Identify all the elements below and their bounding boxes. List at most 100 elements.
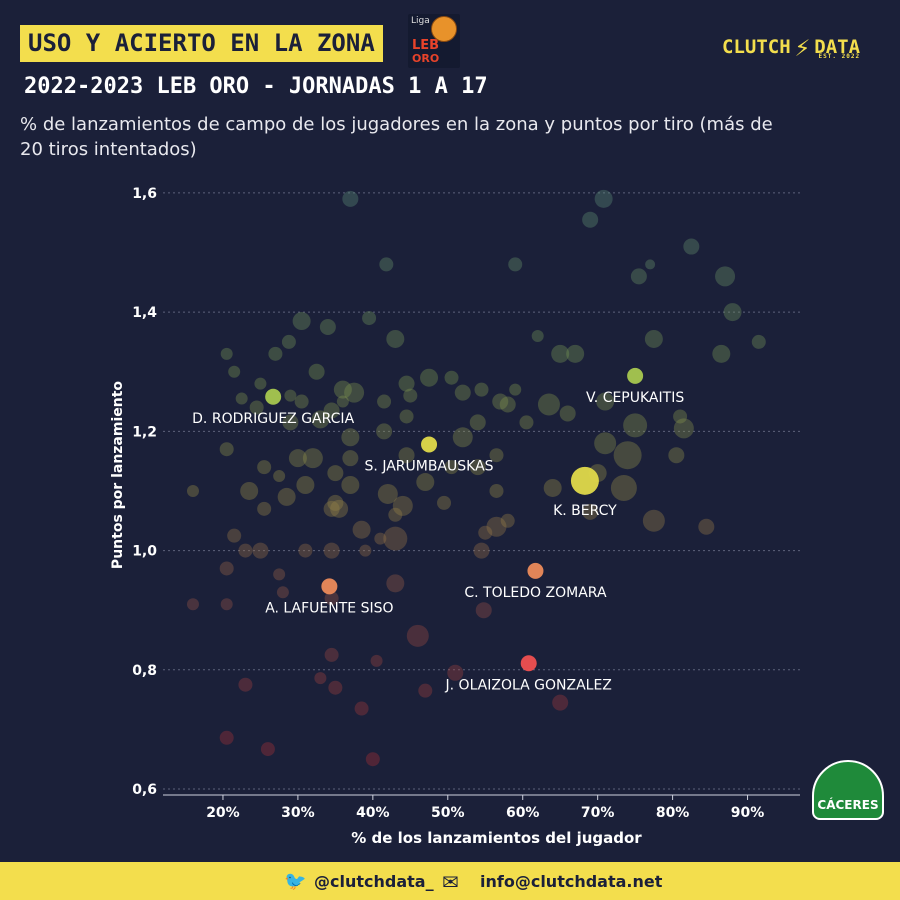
player-point — [341, 476, 360, 494]
player-point — [582, 211, 599, 228]
player-label: D. RODRIGUEZ GARCIA — [192, 411, 354, 427]
player-point — [276, 586, 289, 599]
chart-description: % de lanzamientos de campo de los jugado… — [20, 114, 773, 160]
player-point — [486, 516, 507, 537]
player-point — [454, 384, 471, 401]
player-point — [344, 382, 365, 403]
player-point — [566, 344, 585, 363]
player-point — [383, 526, 408, 551]
player-point — [715, 266, 736, 287]
player-point — [336, 395, 349, 408]
player-point — [238, 677, 253, 692]
email-link[interactable]: info@clutchdata.net — [480, 872, 663, 891]
player-point — [537, 393, 560, 416]
highlighted-player-point — [627, 367, 644, 384]
player-point — [386, 574, 405, 593]
x-tick-label: 60% — [506, 805, 540, 821]
player-point — [260, 742, 275, 757]
logo-leb-text: LEB — [412, 38, 440, 53]
player-point — [319, 319, 336, 336]
player-point — [509, 383, 522, 396]
x-tick-label: 80% — [656, 805, 690, 821]
player-point — [508, 257, 523, 272]
y-tick-label: 1,0 — [132, 544, 157, 560]
player-point — [298, 543, 313, 558]
player-point — [228, 365, 241, 378]
player-point — [323, 402, 340, 419]
player-point — [582, 503, 599, 520]
x-tick-label: 20% — [206, 805, 240, 821]
player-point — [376, 423, 393, 440]
player-point — [330, 499, 349, 518]
player-point — [257, 501, 272, 516]
player-point — [478, 525, 493, 540]
player-point — [273, 568, 286, 581]
twitter-handle[interactable]: @clutchdata_ — [314, 872, 434, 891]
player-point — [519, 415, 534, 430]
player-point — [379, 257, 394, 272]
player-point — [531, 329, 544, 342]
player-point — [673, 409, 688, 424]
player-point — [418, 683, 433, 698]
player-point — [281, 334, 296, 349]
player-point — [452, 427, 473, 448]
player-point — [308, 363, 325, 380]
player-point — [323, 500, 340, 517]
y-tick-label: 0,8 — [132, 663, 157, 679]
player-point — [219, 561, 234, 576]
player-point — [377, 483, 398, 504]
player-point — [489, 448, 504, 463]
player-point — [186, 484, 199, 497]
player-point — [362, 311, 377, 326]
highlighted-player-point — [321, 578, 338, 595]
player-point — [342, 190, 359, 207]
player-point — [219, 730, 234, 745]
player-point — [302, 448, 323, 469]
player-point — [473, 542, 490, 559]
twitter-icon: 🐦 — [284, 871, 307, 892]
chart-title: USO Y ACIERTO EN LA ZONA — [20, 25, 383, 62]
player-point — [543, 478, 562, 497]
player-point — [333, 380, 352, 399]
chart-subtitle: 2022-2023 LEB ORO - JORNADAS 1 A 17 — [24, 74, 488, 99]
player-point — [341, 428, 360, 447]
player-point — [257, 460, 272, 475]
player-point — [437, 495, 452, 510]
player-point — [327, 494, 344, 511]
player-point — [227, 528, 242, 543]
envelope-icon: ✉ — [442, 870, 459, 894]
caceres-team-logo: CÁCERES — [812, 760, 884, 820]
clutch-data-logo: CLUTCH ⚡ DATA EST. 2022 — [722, 30, 860, 63]
player-point — [447, 664, 464, 681]
highlighted-player-point — [265, 388, 282, 405]
player-point — [489, 483, 504, 498]
player-point — [238, 543, 253, 558]
player-label: S. JARUMBAUSKAS — [365, 458, 494, 474]
y-tick-label: 1,2 — [132, 424, 157, 440]
player-point — [277, 487, 296, 506]
player-point — [551, 344, 570, 363]
x-tick-label: 70% — [581, 805, 615, 821]
player-point — [500, 513, 515, 528]
x-tick-label: 50% — [431, 805, 465, 821]
player-point — [552, 694, 569, 711]
player-point — [352, 520, 371, 539]
player-point — [723, 303, 742, 322]
player-point — [623, 413, 648, 438]
player-point — [475, 602, 492, 619]
player-point — [314, 672, 327, 685]
brand-left: CLUTCH — [722, 36, 791, 58]
player-point — [254, 377, 267, 390]
player-point — [240, 481, 259, 500]
player-point — [219, 442, 234, 457]
x-tick-label: 30% — [281, 805, 315, 821]
player-point — [610, 474, 637, 501]
player-point — [359, 544, 372, 557]
x-tick-label: 90% — [731, 805, 765, 821]
player-point — [596, 392, 615, 411]
x-axis-label: % de los lanzamientos del jugador — [351, 829, 642, 847]
player-point — [365, 752, 380, 767]
player-point — [328, 680, 343, 695]
basketball-icon — [431, 16, 457, 42]
y-axis-label: Puntos por lanzamiento — [110, 381, 126, 569]
